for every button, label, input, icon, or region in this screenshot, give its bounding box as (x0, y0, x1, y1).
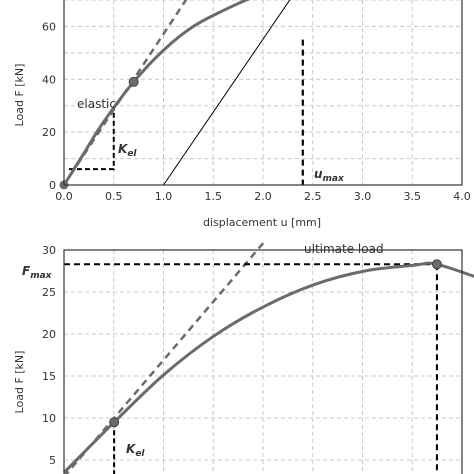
top-kel-label: Kel (118, 142, 137, 159)
top-y-axis-label: Load F [kN] (13, 64, 26, 127)
bottom-elastic-tangent-line (64, 242, 265, 474)
bottom-y-axis-label: Load F [kN] (13, 351, 26, 414)
top-x-tick-label: 4.0 (453, 190, 471, 203)
top-elastic-label: elastic (77, 97, 116, 111)
top-x-tick-label: 3.5 (404, 190, 422, 203)
bottom-kel-label: Kel (126, 442, 145, 459)
top-x-tick-label: 0.0 (55, 190, 73, 203)
bottom-y-tick-label: 25 (42, 286, 56, 299)
bottom-y-tick-label: 30 (42, 244, 56, 257)
bottom-chart: 5 10 15 20 25 30 Load F [kN] ultimate load Fm… (13, 242, 474, 474)
top-y-tick-label: 40 (42, 73, 56, 86)
top-elastic-point (129, 77, 138, 86)
top-load-curve (64, 0, 283, 185)
bottom-grid (64, 250, 462, 474)
top-x-tick-label: 1.0 (155, 190, 173, 203)
bottom-y-tick-label: 20 (42, 328, 56, 341)
top-umax-label: umax (314, 167, 345, 184)
bottom-ultimate-point (432, 260, 441, 269)
top-unloading-line (164, 0, 308, 185)
top-y-tick-label: 20 (42, 126, 56, 139)
top-y-tick-label: 60 (42, 20, 56, 33)
top-x-tick-label: 2.5 (304, 190, 322, 203)
bottom-ultimate-label: ultimate load (304, 242, 384, 256)
bottom-elastic-point (110, 418, 119, 427)
bottom-fmax-label: Fmax (22, 264, 53, 281)
top-x-tick-label: 3.0 (354, 190, 372, 203)
top-x-ticks: 0.0 0.5 1.0 1.5 2.0 2.5 3.0 3.5 4.0 (55, 190, 471, 203)
bottom-y-tick-label: 10 (42, 412, 56, 425)
bottom-y-tick-label: 15 (42, 370, 56, 383)
top-x-tick-label: 1.5 (205, 190, 223, 203)
bottom-y-tick-label: 5 (49, 454, 56, 467)
top-x-tick-label: 2.0 (254, 190, 272, 203)
top-x-axis-label: displacement u [mm] (203, 216, 321, 229)
top-x-tick-label: 0.5 (105, 190, 123, 203)
